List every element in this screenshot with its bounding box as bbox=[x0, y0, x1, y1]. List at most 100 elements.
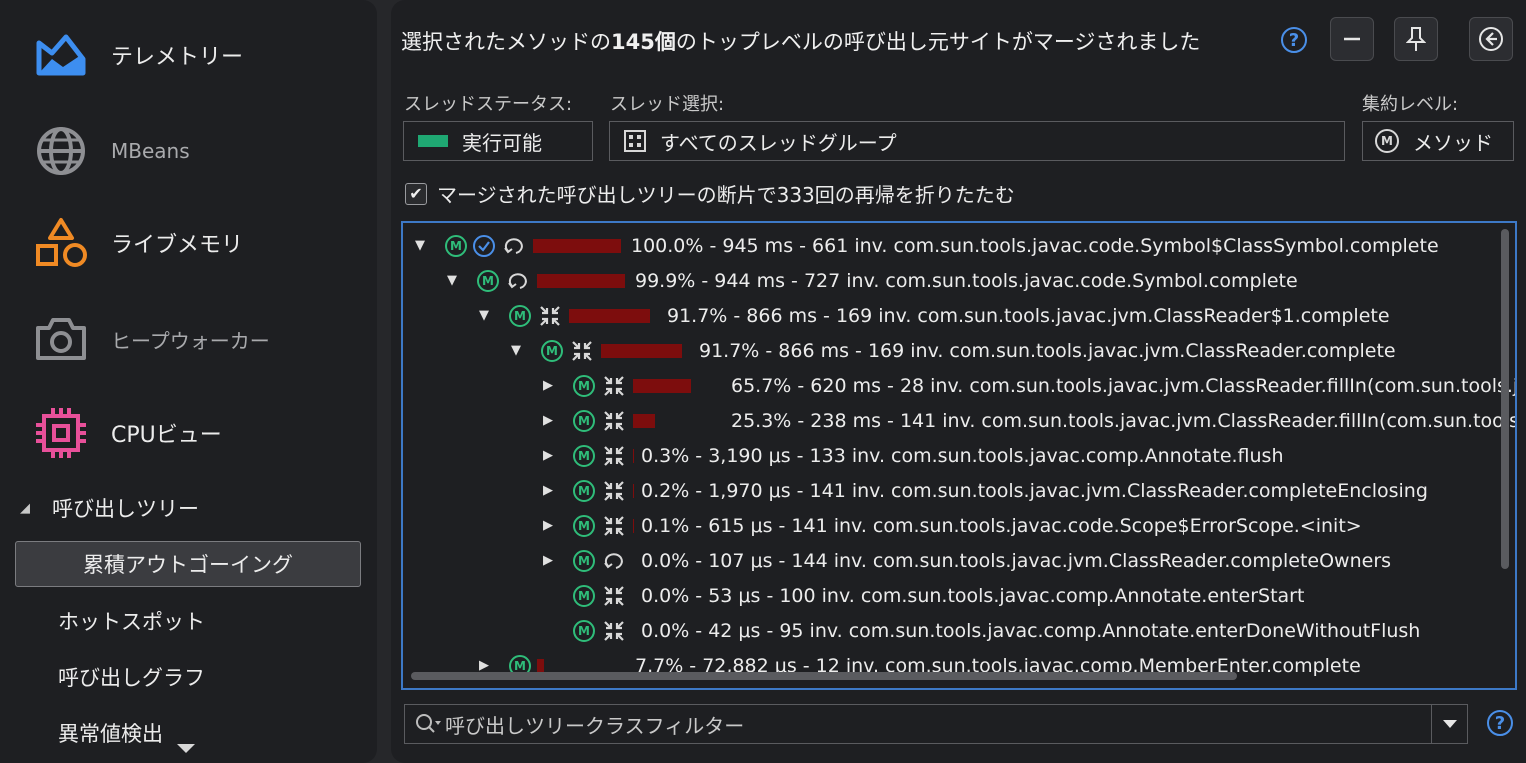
thread-select-label: スレッド選択: bbox=[610, 94, 725, 115]
method-icon: M bbox=[573, 444, 595, 467]
time-bar-fill bbox=[601, 343, 682, 358]
expand-node-icon[interactable]: ▶ bbox=[479, 658, 489, 673]
title-count: 145個 bbox=[611, 30, 676, 54]
sidebar-scroll-down-icon[interactable] bbox=[177, 744, 195, 753]
thread-status-dropdown[interactable]: 実行可能 bbox=[403, 121, 593, 161]
method-icon: M bbox=[509, 304, 531, 327]
method-icon: M bbox=[573, 479, 595, 502]
method-icon: M bbox=[477, 269, 499, 292]
method-icon: M bbox=[573, 409, 595, 432]
collapse-triangle-icon: ◢ bbox=[20, 500, 30, 516]
time-bar bbox=[537, 658, 627, 673]
aggregation-level-value: メソッド bbox=[1413, 130, 1493, 155]
telemetry-icon bbox=[34, 28, 88, 82]
tree-row[interactable]: ▶ M 0.0% - 107 μs - 144 inv. com.sun.tools… bbox=[539, 543, 1515, 578]
method-aggregation-icon: M bbox=[1375, 129, 1399, 153]
expand-node-icon[interactable]: ▶ bbox=[543, 518, 553, 533]
tree-row-text: 25.3% - 238 ms - 141 inv. com.sun.tools.… bbox=[731, 409, 1517, 432]
aggregation-level-dropdown[interactable]: M メソッド bbox=[1362, 121, 1514, 161]
time-bar-fill bbox=[537, 273, 625, 288]
time-bar bbox=[533, 238, 623, 253]
back-arrow-icon bbox=[1479, 27, 1503, 51]
collapse-node-icon[interactable]: ▼ bbox=[415, 238, 425, 253]
tree-row[interactable]: M 0.0% - 53 μs - 100 inv. com.sun.tools.j… bbox=[539, 578, 1515, 613]
nav-item-live-memory[interactable]: ライブメモリ bbox=[0, 208, 377, 278]
filter-history-dropdown[interactable] bbox=[1431, 705, 1468, 743]
merged-calls-icon bbox=[537, 305, 563, 327]
globe-icon bbox=[34, 124, 88, 178]
thread-group-grid-icon bbox=[624, 130, 646, 152]
tree-row-text: 65.7% - 620 ms - 28 inv. com.sun.tools.j… bbox=[731, 374, 1517, 397]
method-icon: M bbox=[573, 374, 595, 397]
sub-item-cumulative-outgoing[interactable]: 累積アウトゴーイング bbox=[15, 541, 361, 587]
tree-row-text: 0.0% - 42 μs - 95 inv. com.sun.tools.jav… bbox=[641, 619, 1421, 642]
collapse-button[interactable] bbox=[1330, 17, 1374, 61]
tree-row[interactable]: ▼ M 99.9% - 944 ms - 727 inv. com.sun.tool… bbox=[443, 263, 1515, 298]
recursion-icon bbox=[601, 550, 627, 572]
class-filter-input[interactable]: 呼び出しツリークラスフィルター bbox=[404, 704, 1468, 744]
horizontal-scrollbar[interactable] bbox=[411, 672, 1237, 680]
nav-item-heap-walker[interactable]: ヒープウォーカー bbox=[0, 304, 377, 374]
camera-icon bbox=[34, 312, 88, 366]
tree-row-text: 99.9% - 944 ms - 727 inv. com.sun.tools.… bbox=[635, 269, 1298, 292]
pin-button[interactable] bbox=[1394, 17, 1438, 61]
tree-row[interactable]: ▶ M 0.2% - 1,970 μs - 141 inv. com.sun.too… bbox=[539, 473, 1515, 508]
tree-row-text: 91.7% - 866 ms - 169 inv. com.sun.tools.… bbox=[667, 304, 1390, 327]
time-bar bbox=[633, 378, 723, 393]
tree-row[interactable]: ▶ M 0.1% - 615 μs - 141 inv. com.sun.tools… bbox=[539, 508, 1515, 543]
merged-calls-icon bbox=[601, 620, 627, 642]
nav-label-telemetry: テレメトリー bbox=[111, 45, 244, 70]
filter-help-icon[interactable]: ? bbox=[1487, 710, 1513, 736]
tree-row[interactable]: ▼ M 100.0% - 945 ms - 661 inv. com.sun.too… bbox=[411, 228, 1511, 263]
method-icon: M bbox=[573, 584, 595, 607]
tree-row-text: 0.0% - 53 μs - 100 inv. com.sun.tools.ja… bbox=[641, 584, 1305, 607]
method-icon: M bbox=[541, 339, 563, 362]
call-tree-section-toggle[interactable]: ◢ 呼び出しツリー bbox=[20, 492, 199, 524]
time-bar-fill bbox=[633, 378, 691, 393]
checkbox-checked-icon: ✔ bbox=[405, 182, 427, 205]
method-icon: M bbox=[573, 549, 595, 572]
tree-row-text: 0.0% - 107 μs - 144 inv. com.sun.tools.j… bbox=[641, 549, 1392, 572]
collapse-node-icon[interactable]: ▼ bbox=[511, 343, 521, 358]
tree-row[interactable]: ▶ M 0.3% - 3,190 μs - 133 inv. com.sun.too… bbox=[539, 438, 1515, 473]
sub-item-call-graph[interactable]: 呼び出しグラフ bbox=[58, 666, 205, 690]
tree-row[interactable]: ▶ M 25.3% - 238 ms - 141 inv. com.sun.tool… bbox=[539, 403, 1517, 438]
nav-item-cpu-views[interactable]: CPUビュー bbox=[0, 398, 377, 468]
call-tree[interactable]: ▼ M 100.0% - 945 ms - 661 inv. com.sun.too… bbox=[401, 221, 1517, 690]
expand-node-icon[interactable]: ▶ bbox=[543, 483, 553, 498]
collapse-node-icon[interactable]: ▼ bbox=[479, 308, 489, 323]
title-prefix: 選択されたメソッドの bbox=[401, 30, 611, 54]
call-tree-section-label: 呼び出しツリー bbox=[52, 497, 199, 521]
cpu-chip-icon bbox=[34, 406, 88, 460]
thread-select-value: すべてのスレッドグループ bbox=[660, 130, 897, 155]
nav-item-telemetry[interactable]: テレメトリー bbox=[0, 20, 377, 90]
selected-method-check-icon bbox=[473, 234, 495, 257]
shapes-icon bbox=[34, 216, 88, 270]
expand-node-icon[interactable]: ▶ bbox=[543, 378, 553, 393]
tree-row[interactable]: ▶ M 65.7% - 620 ms - 28 inv. com.sun.tools… bbox=[539, 368, 1517, 403]
nav-item-mbeans[interactable]: MBeans bbox=[0, 116, 377, 186]
vertical-scrollbar[interactable] bbox=[1501, 229, 1509, 569]
back-button[interactable] bbox=[1469, 17, 1513, 61]
collapse-node-icon[interactable]: ▼ bbox=[447, 273, 457, 288]
merged-calls-icon bbox=[601, 480, 627, 502]
tree-row[interactable]: ▼ M 91.7% - 866 ms - 169 inv. com.sun.tool… bbox=[507, 333, 1515, 368]
aggregation-level-label: 集約レベル: bbox=[1362, 94, 1459, 115]
tree-row[interactable]: M 0.0% - 42 μs - 95 inv. com.sun.tools.ja… bbox=[539, 613, 1515, 648]
tree-row[interactable]: ▶ M 7.7% - 72,882 μs - 12 inv. com.sun.too… bbox=[475, 648, 1515, 683]
expand-node-icon[interactable]: ▶ bbox=[543, 413, 553, 428]
tree-row-text: 0.3% - 3,190 μs - 133 inv. com.sun.tools… bbox=[641, 444, 1284, 467]
minus-icon bbox=[1344, 37, 1360, 41]
expand-node-icon[interactable]: ▶ bbox=[543, 448, 553, 463]
collapse-recursions-checkbox[interactable]: ✔ マージされた呼び出しツリーの断片で333回の再帰を折りたたむ bbox=[405, 179, 1015, 208]
time-bar bbox=[537, 273, 627, 288]
time-bar-fill bbox=[537, 658, 544, 673]
sub-item-outlier-detection[interactable]: 異常値検出 bbox=[58, 722, 163, 746]
sub-item-hot-spots[interactable]: ホットスポット bbox=[58, 610, 205, 634]
thread-status-label: スレッドステータス: bbox=[404, 94, 573, 115]
collapse-recursions-label: マージされた呼び出しツリーの断片で333回の再帰を折りたたむ bbox=[437, 183, 1015, 207]
thread-select-dropdown[interactable]: すべてのスレッドグループ bbox=[609, 121, 1345, 161]
help-icon[interactable]: ? bbox=[1281, 27, 1307, 53]
tree-row[interactable]: ▼ M 91.7% - 866 ms - 169 inv. com.sun.tool… bbox=[475, 298, 1515, 333]
expand-node-icon[interactable]: ▶ bbox=[543, 553, 553, 568]
